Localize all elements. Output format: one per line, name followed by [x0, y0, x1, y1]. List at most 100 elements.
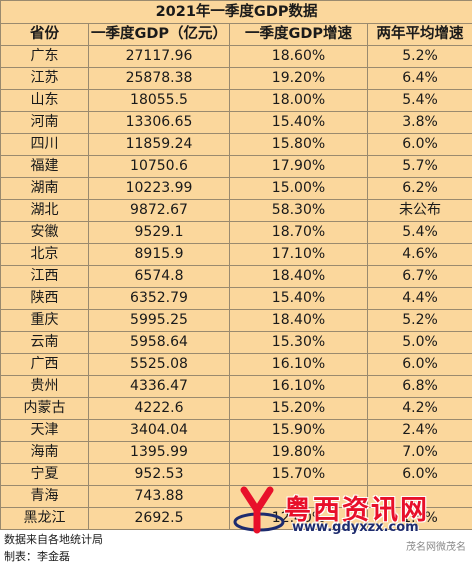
gdp-cell: 10223.99	[88, 177, 230, 200]
author-note: 制表：李金磊	[4, 550, 70, 563]
gdp-cell: 5995.25	[88, 309, 230, 332]
avg-growth-cell: 4.6%	[366, 243, 472, 266]
gdp-cell: 25878.38	[88, 67, 230, 90]
title-row: 2021年一季度GDP数据	[0, 0, 472, 24]
avg-growth-cell: 1.5%	[366, 507, 472, 530]
header-gdp: 一季度GDP（亿元）	[88, 23, 230, 46]
gdp-table: 2021年一季度GDP数据 省份 一季度GDP（亿元） 一季度GDP增速 两年平…	[0, 0, 472, 530]
growth-cell: 15.80%	[229, 133, 368, 156]
growth-cell: 18.60%	[229, 45, 368, 68]
province-cell: 广东	[0, 45, 89, 68]
province-cell: 山东	[0, 89, 89, 112]
growth-cell: 15.00%	[229, 177, 368, 200]
avg-growth-cell: 未公布	[366, 199, 472, 222]
growth-cell: 16.10%	[229, 375, 368, 398]
table-row: 黑龙江 2692.5 12.40% 1.5%	[0, 507, 472, 530]
avg-growth-cell: 6.2%	[366, 177, 472, 200]
province-cell: 内蒙古	[0, 397, 89, 420]
table-row: 四川 11859.24 15.80% 6.0%	[0, 133, 472, 156]
avg-growth-cell: 5.0%	[366, 331, 472, 354]
table-row: 青海 743.88	[0, 485, 472, 508]
gdp-cell: 4222.6	[88, 397, 230, 420]
growth-cell: 18.40%	[229, 309, 368, 332]
province-cell: 安徽	[0, 221, 89, 244]
avg-growth-cell: 6.7%	[366, 265, 472, 288]
growth-cell: 18.70%	[229, 221, 368, 244]
province-cell: 天津	[0, 419, 89, 442]
source-note: 数据来自各地统计局	[4, 533, 103, 546]
province-cell: 陕西	[0, 287, 89, 310]
avg-growth-cell: 5.2%	[366, 45, 472, 68]
province-cell: 福建	[0, 155, 89, 178]
table-row: 安徽 9529.1 18.70% 5.4%	[0, 221, 472, 244]
table-row: 云南 5958.64 15.30% 5.0%	[0, 331, 472, 354]
avg-growth-cell: 6.4%	[366, 67, 472, 90]
gdp-cell: 952.53	[88, 463, 230, 486]
table-row: 广西 5525.08 16.10% 6.0%	[0, 353, 472, 376]
avg-growth-cell: 4.2%	[366, 397, 472, 420]
gdp-cell: 9529.1	[88, 221, 230, 244]
province-cell: 重庆	[0, 309, 89, 332]
table-row: 江西 6574.8 18.40% 6.7%	[0, 265, 472, 288]
gdp-cell: 743.88	[88, 485, 230, 508]
growth-cell: 12.40%	[229, 507, 368, 530]
avg-growth-cell: 4.4%	[366, 287, 472, 310]
gdp-cell: 1395.99	[88, 441, 230, 464]
growth-cell: 15.70%	[229, 463, 368, 486]
gdp-cell: 11859.24	[88, 133, 230, 156]
gdp-cell: 10750.6	[88, 155, 230, 178]
watermark-credit: 茂名网微茂名	[406, 542, 466, 553]
growth-cell: 18.40%	[229, 265, 368, 288]
growth-cell: 15.40%	[229, 111, 368, 134]
gdp-cell: 6574.8	[88, 265, 230, 288]
table-row: 贵州 4336.47 16.10% 6.8%	[0, 375, 472, 398]
gdp-cell: 9872.67	[88, 199, 230, 222]
growth-cell: 17.10%	[229, 243, 368, 266]
gdp-cell: 4336.47	[88, 375, 230, 398]
gdp-cell: 6352.79	[88, 287, 230, 310]
growth-cell: 15.30%	[229, 331, 368, 354]
province-cell: 青海	[0, 485, 89, 508]
table-title: 2021年一季度GDP数据	[0, 0, 472, 24]
header-growth: 一季度GDP增速	[229, 23, 368, 46]
table-row: 江苏 25878.38 19.20% 6.4%	[0, 67, 472, 90]
avg-growth-cell: 5.7%	[366, 155, 472, 178]
province-cell: 湖南	[0, 177, 89, 200]
table-row: 内蒙古 4222.6 15.20% 4.2%	[0, 397, 472, 420]
gdp-cell: 3404.04	[88, 419, 230, 442]
table-row: 天津 3404.04 15.90% 2.4%	[0, 419, 472, 442]
province-cell: 海南	[0, 441, 89, 464]
growth-cell	[229, 485, 368, 508]
avg-growth-cell: 5.4%	[366, 89, 472, 112]
province-cell: 湖北	[0, 199, 89, 222]
avg-growth-cell	[366, 485, 472, 508]
province-cell: 江苏	[0, 67, 89, 90]
avg-growth-cell: 5.2%	[366, 309, 472, 332]
growth-cell: 15.40%	[229, 287, 368, 310]
avg-growth-cell: 7.0%	[366, 441, 472, 464]
growth-cell: 16.10%	[229, 353, 368, 376]
table-body: 广东 27117.96 18.60% 5.2% 江苏 25878.38 19.20% 6.4%…	[0, 45, 472, 530]
growth-cell: 19.20%	[229, 67, 368, 90]
province-cell: 广西	[0, 353, 89, 376]
growth-cell: 17.90%	[229, 155, 368, 178]
avg-growth-cell: 6.0%	[366, 353, 472, 376]
province-cell: 北京	[0, 243, 89, 266]
gdp-cell: 13306.65	[88, 111, 230, 134]
gdp-cell: 27117.96	[88, 45, 230, 68]
table-row: 河南 13306.65 15.40% 3.8%	[0, 111, 472, 134]
gdp-cell: 5525.08	[88, 353, 230, 376]
avg-growth-cell: 6.0%	[366, 133, 472, 156]
header-row: 省份 一季度GDP（亿元） 一季度GDP增速 两年平均增速	[0, 23, 472, 46]
table-row: 重庆 5995.25 18.40% 5.2%	[0, 309, 472, 332]
table-row: 山东 18055.5 18.00% 5.4%	[0, 89, 472, 112]
table-row: 福建 10750.6 17.90% 5.7%	[0, 155, 472, 178]
table-row: 湖北 9872.67 58.30% 未公布	[0, 199, 472, 222]
growth-cell: 19.80%	[229, 441, 368, 464]
header-two-year-avg: 两年平均增速	[366, 23, 472, 46]
province-cell: 江西	[0, 265, 89, 288]
province-cell: 贵州	[0, 375, 89, 398]
province-cell: 黑龙江	[0, 507, 89, 530]
table-row: 陕西 6352.79 15.40% 4.4%	[0, 287, 472, 310]
gdp-cell: 2692.5	[88, 507, 230, 530]
